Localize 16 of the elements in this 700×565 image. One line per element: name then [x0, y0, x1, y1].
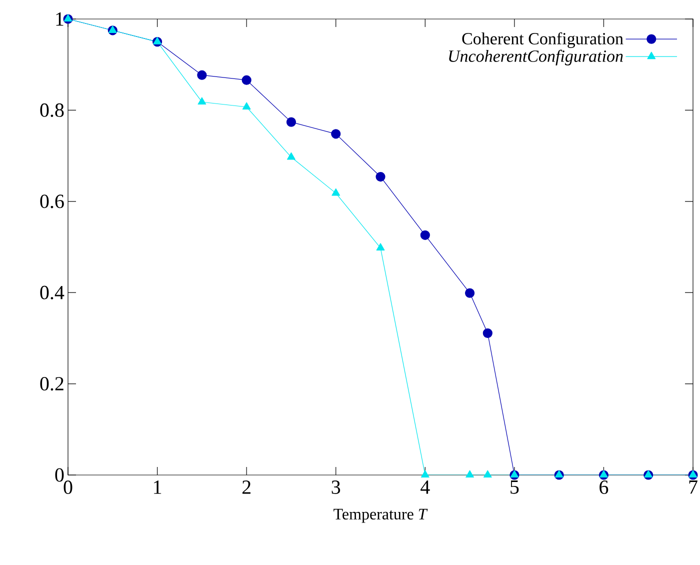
x-tick-label: 5	[510, 480, 519, 494]
y-tick-label: 0.8	[40, 103, 64, 117]
y-tick-label: 0.2	[40, 377, 64, 391]
y-tick-label: 0.4	[40, 286, 64, 300]
x-tick-label: 3	[332, 480, 340, 494]
x-tick-label: 4	[420, 480, 430, 494]
y-tick-label: 0.6	[40, 194, 64, 208]
y-tick-label: 0	[55, 468, 64, 482]
x-tick-label: 7	[689, 480, 698, 494]
legend-label: UncoherentConfiguration	[449, 50, 623, 66]
x-axis-title: Temperature T	[334, 508, 428, 523]
legend-label: Coherent Configuration	[462, 32, 624, 48]
x-tick-label: 2	[242, 480, 250, 494]
x-tick-label: 6	[600, 480, 608, 494]
x-tick-label: 1	[154, 480, 162, 494]
y-tick-label: 1	[56, 12, 64, 26]
